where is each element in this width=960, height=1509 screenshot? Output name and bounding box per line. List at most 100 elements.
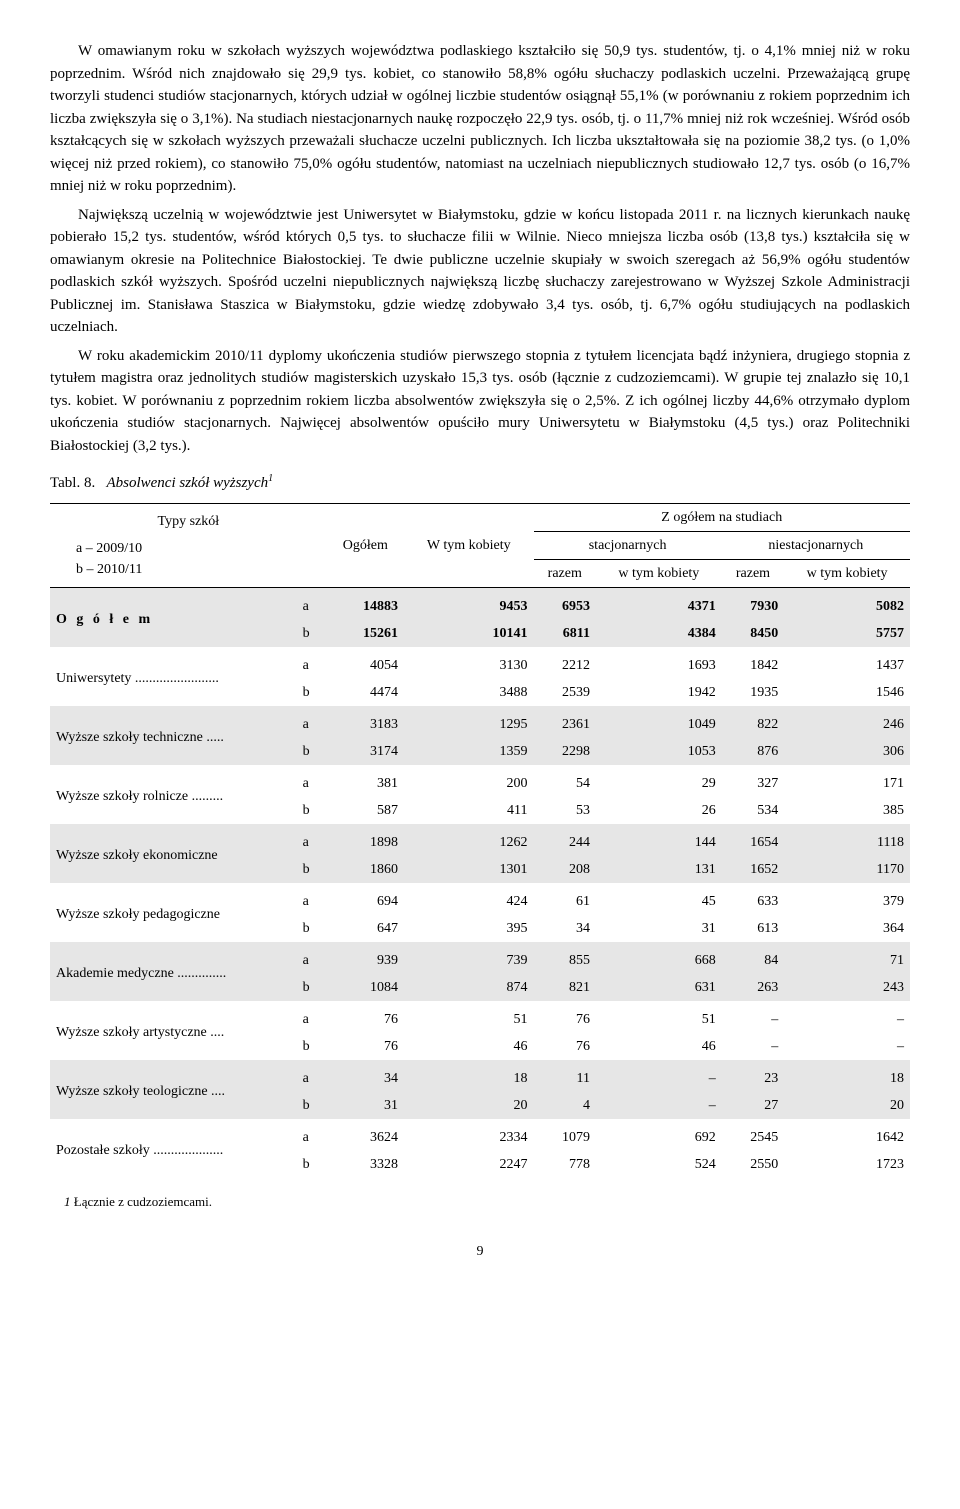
cell: 3488 bbox=[404, 679, 534, 706]
row-variant-a: a bbox=[297, 765, 327, 797]
cell: 1842 bbox=[722, 647, 785, 679]
absolwenci-table: Typy szkół a – 2009/10 b – 2010/11 Ogółe… bbox=[50, 503, 910, 1178]
cell: 46 bbox=[596, 1033, 722, 1060]
table-caption-sup: 1 bbox=[268, 473, 273, 484]
cell: 208 bbox=[534, 856, 597, 883]
cell: 1642 bbox=[784, 1119, 910, 1151]
cell: 76 bbox=[327, 1033, 404, 1060]
cell: 876 bbox=[722, 738, 785, 765]
cell: 4474 bbox=[327, 679, 404, 706]
cell: 424 bbox=[404, 883, 534, 915]
cell: 1079 bbox=[534, 1119, 597, 1151]
row-label: Pozostałe szkoły .................... bbox=[50, 1119, 297, 1178]
header-niestacjon: niestacjonarnych bbox=[722, 531, 910, 559]
cell: 534 bbox=[722, 797, 785, 824]
cell: 26 bbox=[596, 797, 722, 824]
cell: 364 bbox=[784, 915, 910, 942]
cell: 3183 bbox=[327, 706, 404, 738]
cell: 31 bbox=[327, 1092, 404, 1119]
cell: 53 bbox=[534, 797, 597, 824]
table-row: Wyższe szkoły ekonomiczne a1898126224414… bbox=[50, 824, 910, 856]
cell: 739 bbox=[404, 942, 534, 974]
cell: 5082 bbox=[784, 587, 910, 620]
cell: 20 bbox=[784, 1092, 910, 1119]
cell: 939 bbox=[327, 942, 404, 974]
table-row: Wyższe szkoły rolnicze .........a3812005… bbox=[50, 765, 910, 797]
cell: 778 bbox=[534, 1151, 597, 1178]
cell: 246 bbox=[784, 706, 910, 738]
header-zogolem: Z ogółem na studiach bbox=[534, 503, 911, 531]
paragraph-2: Największą uczelnią w województwie jest … bbox=[50, 204, 910, 339]
cell: 1898 bbox=[327, 824, 404, 856]
table-row: Wyższe szkoły teologiczne ....a341811–23… bbox=[50, 1060, 910, 1092]
row-variant-b: b bbox=[297, 915, 327, 942]
cell: 23 bbox=[722, 1060, 785, 1092]
row-label: O g ó ł e m bbox=[50, 587, 297, 647]
cell: 4054 bbox=[327, 647, 404, 679]
cell: 8450 bbox=[722, 620, 785, 647]
cell: – bbox=[596, 1092, 722, 1119]
cell: 6953 bbox=[534, 587, 597, 620]
cell: 2212 bbox=[534, 647, 597, 679]
cell: 411 bbox=[404, 797, 534, 824]
row-variant-a: a bbox=[297, 1001, 327, 1033]
row-label: Uniwersytety ........................ bbox=[50, 647, 297, 706]
row-label: Wyższe szkoły rolnicze ......... bbox=[50, 765, 297, 824]
cell: 1170 bbox=[784, 856, 910, 883]
cell: 2545 bbox=[722, 1119, 785, 1151]
cell: 4371 bbox=[596, 587, 722, 620]
paragraph-1: W omawianym roku w szkołach wyższych woj… bbox=[50, 40, 910, 198]
cell: 647 bbox=[327, 915, 404, 942]
cell: 379 bbox=[784, 883, 910, 915]
cell: 2361 bbox=[534, 706, 597, 738]
cell: 3624 bbox=[327, 1119, 404, 1151]
cell: 2334 bbox=[404, 1119, 534, 1151]
header-stacjon: stacjonarnych bbox=[534, 531, 722, 559]
cell: 694 bbox=[327, 883, 404, 915]
header-wtymk-1: w tym kobiety bbox=[596, 559, 722, 587]
cell: 54 bbox=[534, 765, 597, 797]
cell: 1084 bbox=[327, 974, 404, 1001]
cell: 71 bbox=[784, 942, 910, 974]
cell: 1652 bbox=[722, 856, 785, 883]
row-label: Wyższe szkoły ekonomiczne bbox=[50, 824, 297, 883]
cell: 20 bbox=[404, 1092, 534, 1119]
row-variant-a: a bbox=[297, 587, 327, 620]
cell: 31 bbox=[596, 915, 722, 942]
row-variant-a: a bbox=[297, 647, 327, 679]
row-label: Wyższe szkoły teologiczne .... bbox=[50, 1060, 297, 1119]
cell: 306 bbox=[784, 738, 910, 765]
cell: 1654 bbox=[722, 824, 785, 856]
cell: – bbox=[722, 1033, 785, 1060]
row-label: Wyższe szkoły artystyczne .... bbox=[50, 1001, 297, 1060]
cell: 2247 bbox=[404, 1151, 534, 1178]
cell: 1118 bbox=[784, 824, 910, 856]
header-a: a – 2009/10 bbox=[56, 538, 321, 559]
cell: 385 bbox=[784, 797, 910, 824]
cell: 84 bbox=[722, 942, 785, 974]
cell: 51 bbox=[596, 1001, 722, 1033]
cell: 381 bbox=[327, 765, 404, 797]
cell: 1262 bbox=[404, 824, 534, 856]
cell: 633 bbox=[722, 883, 785, 915]
cell: – bbox=[596, 1060, 722, 1092]
row-label: Wyższe szkoły techniczne ..... bbox=[50, 706, 297, 765]
row-variant-b: b bbox=[297, 620, 327, 647]
cell: 46 bbox=[404, 1033, 534, 1060]
cell: 6811 bbox=[534, 620, 597, 647]
cell: 1935 bbox=[722, 679, 785, 706]
paragraph-3: W roku akademickim 2010/11 dyplomy ukońc… bbox=[50, 345, 910, 458]
cell: 171 bbox=[784, 765, 910, 797]
cell: 1437 bbox=[784, 647, 910, 679]
cell: 18 bbox=[784, 1060, 910, 1092]
table-head: Typy szkół a – 2009/10 b – 2010/11 Ogółe… bbox=[50, 503, 910, 587]
header-razem-1: razem bbox=[534, 559, 597, 587]
table-title: Tabl. 8. Absolwenci szkół wyższych1 bbox=[50, 471, 910, 495]
footnote-marker: 1 bbox=[64, 1194, 71, 1209]
cell: 131 bbox=[596, 856, 722, 883]
cell: 9453 bbox=[404, 587, 534, 620]
cell: 14883 bbox=[327, 587, 404, 620]
cell: 18 bbox=[404, 1060, 534, 1092]
cell: 855 bbox=[534, 942, 597, 974]
cell: 668 bbox=[596, 942, 722, 974]
